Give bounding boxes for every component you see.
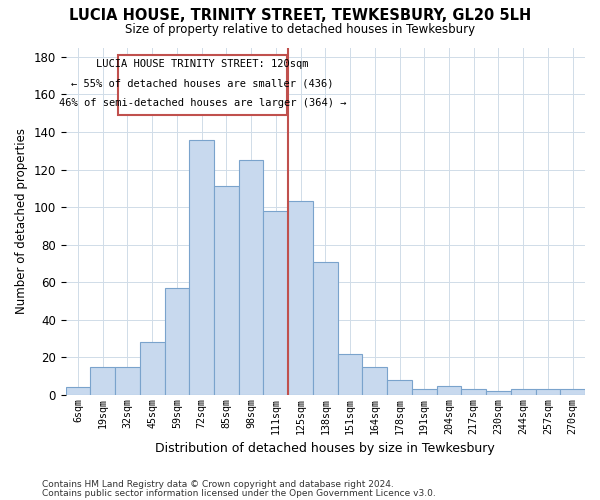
Text: Contains HM Land Registry data © Crown copyright and database right 2024.: Contains HM Land Registry data © Crown c…	[42, 480, 394, 489]
Bar	[461, 390, 486, 395]
Bar	[65, 388, 91, 395]
Text: 46% of semi-detached houses are larger (364) →: 46% of semi-detached houses are larger (…	[59, 98, 346, 108]
X-axis label: Distribution of detached houses by size in Tewkesbury: Distribution of detached houses by size …	[155, 442, 495, 455]
Bar	[536, 390, 560, 395]
Bar	[214, 186, 239, 395]
Bar	[164, 288, 190, 395]
Bar	[140, 342, 164, 395]
FancyBboxPatch shape	[118, 55, 287, 115]
Text: LUCIA HOUSE, TRINITY STREET, TEWKESBURY, GL20 5LH: LUCIA HOUSE, TRINITY STREET, TEWKESBURY,…	[69, 8, 531, 22]
Bar	[338, 354, 362, 395]
Bar	[437, 386, 461, 395]
Bar	[91, 366, 115, 395]
Bar	[486, 391, 511, 395]
Bar	[190, 140, 214, 395]
Text: LUCIA HOUSE TRINITY STREET: 120sqm: LUCIA HOUSE TRINITY STREET: 120sqm	[96, 59, 308, 69]
Y-axis label: Number of detached properties: Number of detached properties	[15, 128, 28, 314]
Bar	[387, 380, 412, 395]
Bar	[362, 366, 387, 395]
Bar	[560, 390, 585, 395]
Bar	[313, 262, 338, 395]
Bar	[239, 160, 263, 395]
Bar	[288, 202, 313, 395]
Bar	[412, 390, 437, 395]
Text: Size of property relative to detached houses in Tewkesbury: Size of property relative to detached ho…	[125, 22, 475, 36]
Bar	[263, 211, 288, 395]
Bar	[511, 390, 536, 395]
Text: Contains public sector information licensed under the Open Government Licence v3: Contains public sector information licen…	[42, 488, 436, 498]
Text: ← 55% of detached houses are smaller (436): ← 55% of detached houses are smaller (43…	[71, 78, 334, 88]
Bar	[115, 366, 140, 395]
